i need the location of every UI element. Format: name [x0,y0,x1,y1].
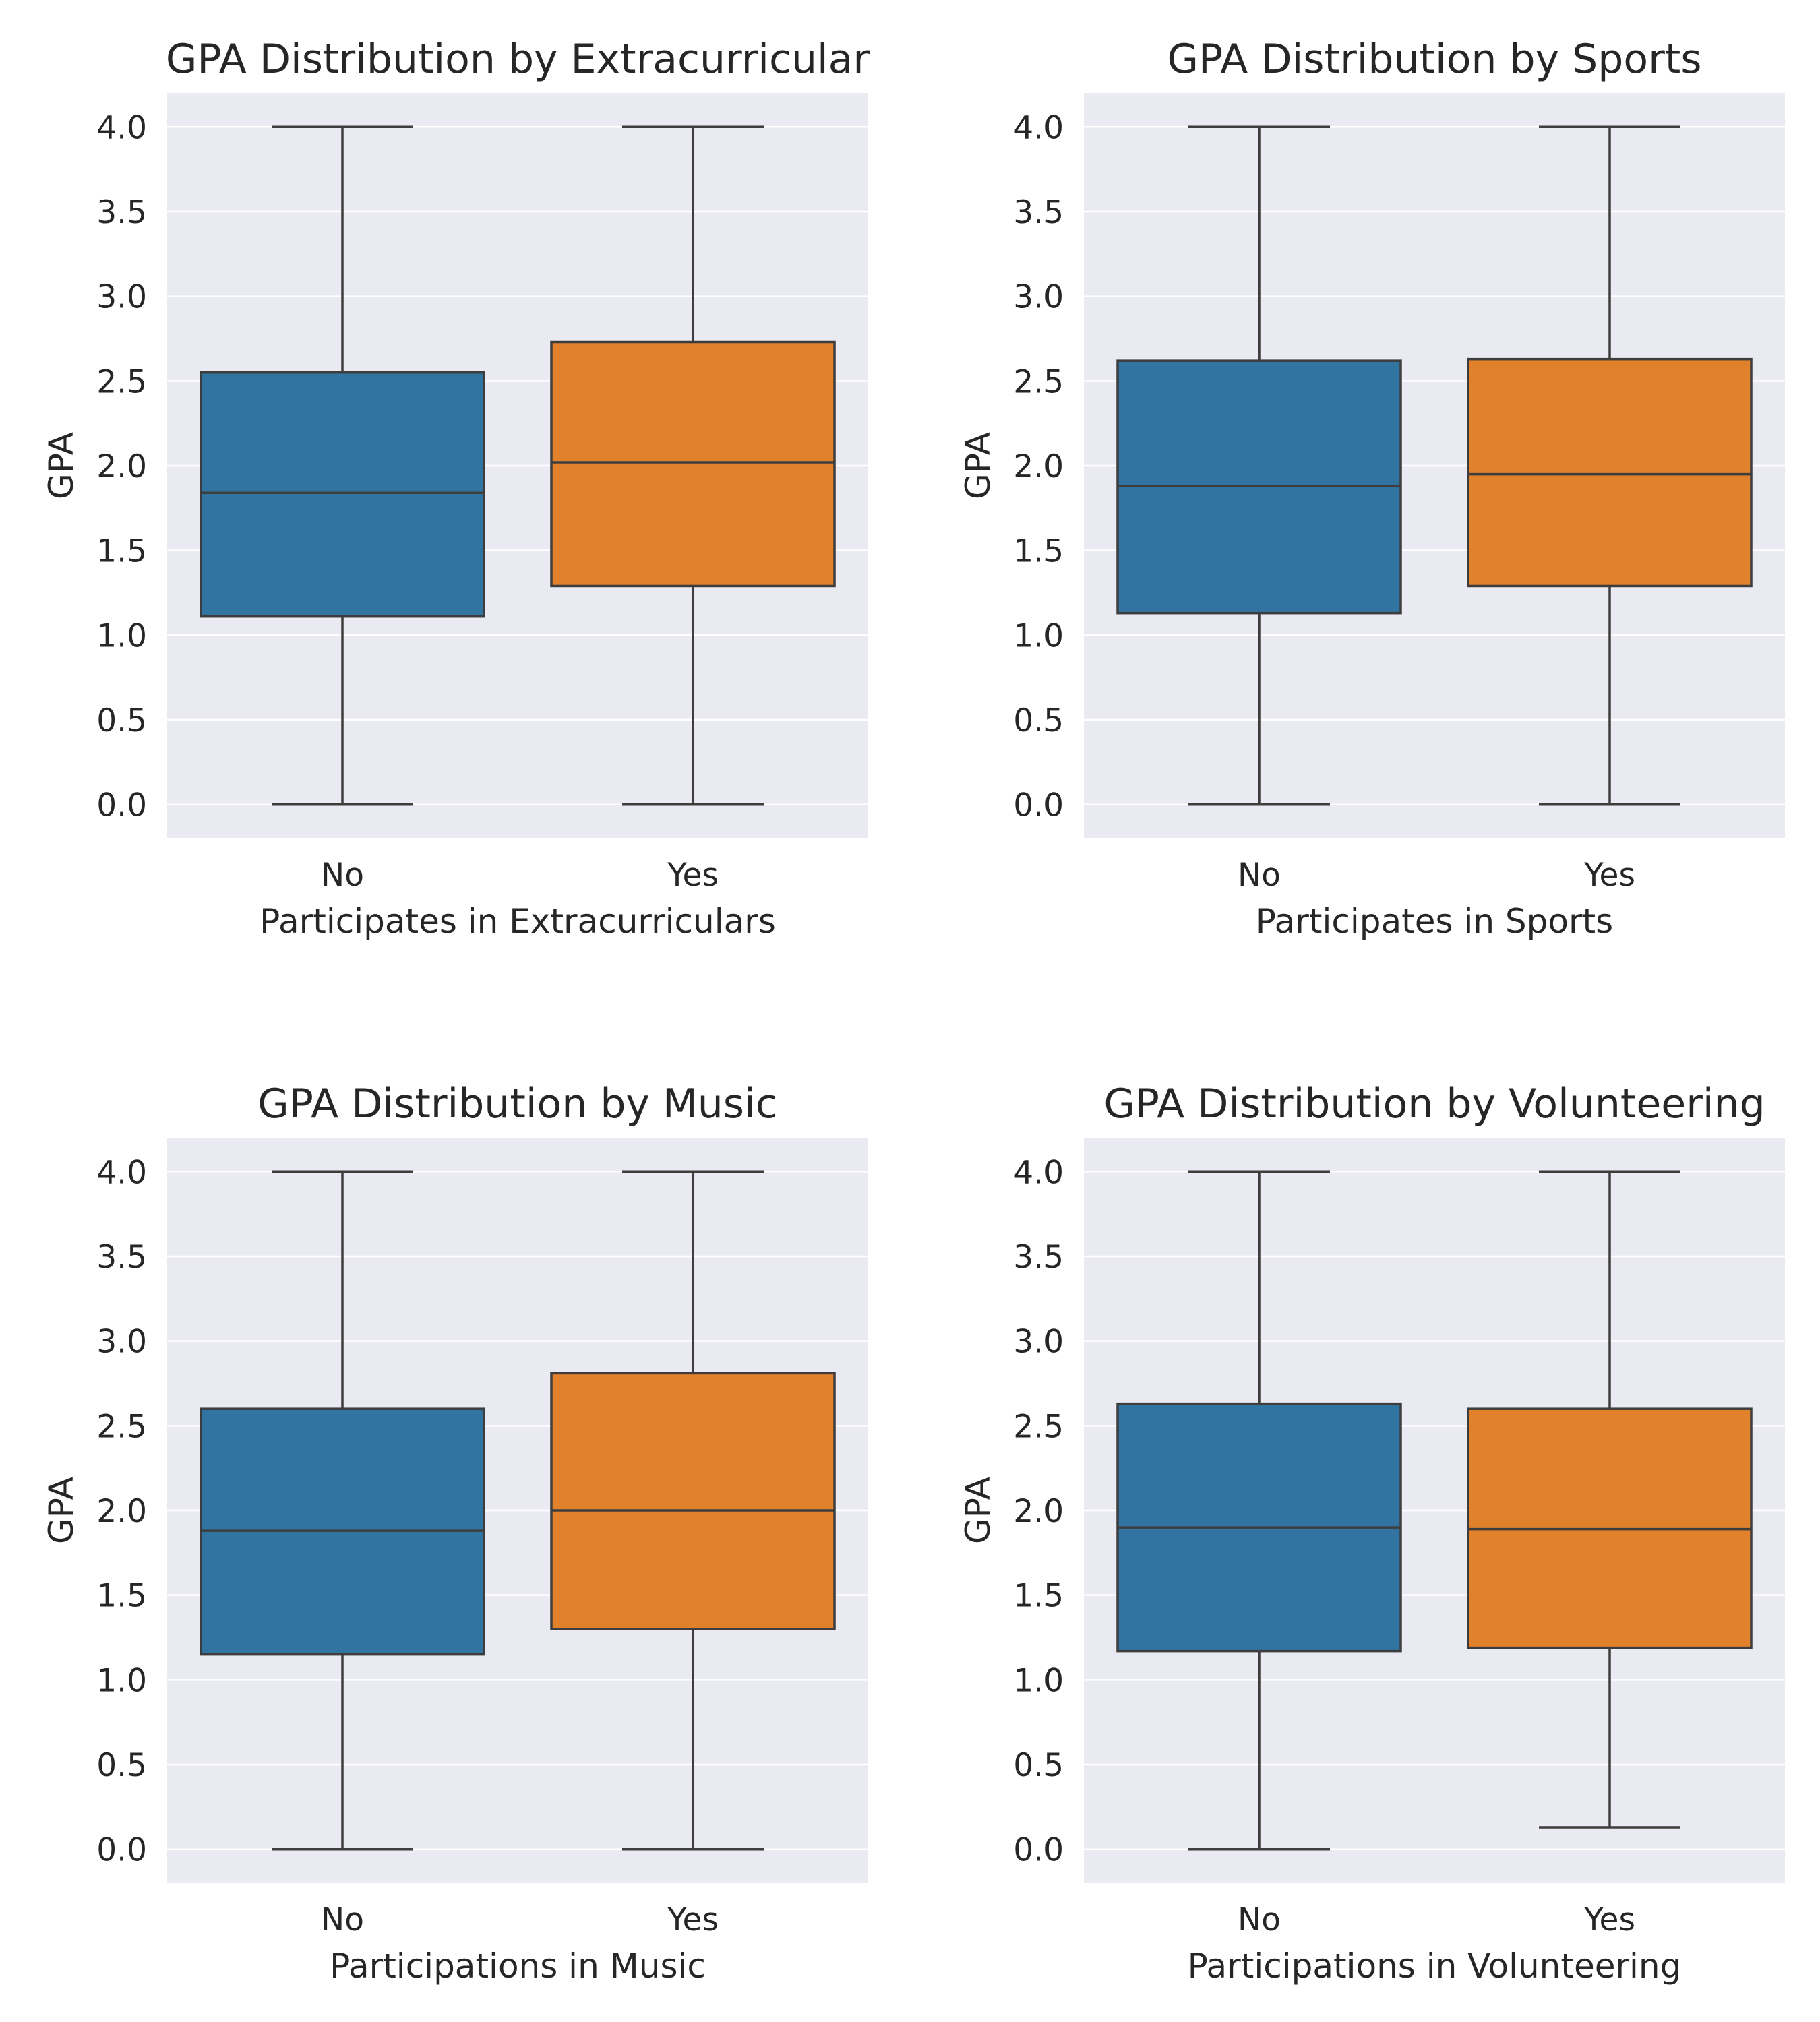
y-tick-label: 4.0 [96,109,147,146]
y-tick-label: 3.0 [1013,1324,1064,1361]
box-no [200,1170,485,1851]
y-tick-label: 1.5 [1013,533,1064,570]
x-tick-label: Yes [1583,1901,1635,1938]
iqr-box [1467,357,1753,588]
chart-title: GPA Distribution by Music [257,1080,777,1128]
y-tick-label: 0.5 [1013,1747,1064,1784]
y-tick-label: 3.0 [96,1324,147,1361]
y-tick-label: 4.0 [1013,109,1064,146]
y-tick-label: 3.5 [96,194,147,231]
y-tick-label: 1.0 [1013,1662,1064,1699]
iqr-box [200,371,485,618]
y-tick-label: 0.5 [96,702,147,739]
y-tick-label: 2.5 [96,363,147,400]
y-tick-label: 0.5 [1013,702,1064,739]
box-yes [550,1170,836,1851]
x-tick-label: No [1238,1901,1281,1938]
x-tick-label: Yes [667,1901,719,1938]
y-tick-label: 2.0 [96,448,147,485]
x-axis-label: Participates in Extracurriculars [260,902,776,941]
box-yes [1467,1170,1753,1829]
chart-title: GPA Distribution by Extracurricular [166,36,870,83]
y-axis-label: GPA [959,432,998,499]
y-tick-label: 3.5 [1013,1239,1064,1276]
chart-panel-1: 0.0 0.5 1.0 1.5 2.0 2.5 3.0 3.5 4.0 No Yes GPA Dist… [42,36,870,941]
y-tick-label: 1.0 [96,1662,147,1699]
x-tick-label: No [321,1901,364,1938]
chart-panel-4: 0.0 0.5 1.0 1.5 2.0 2.5 3.0 3.5 4.0 No Yes GPA Dist… [959,1080,1785,1986]
y-tick-label: 0.5 [96,1747,147,1784]
iqr-box [550,1372,836,1630]
y-tick-label: 1.5 [96,533,147,570]
y-axis-label: GPA [42,1477,81,1544]
box-no [200,125,485,806]
y-tick-label: 2.0 [1013,1493,1064,1530]
y-tick-label: 3.5 [1013,194,1064,231]
x-axis-label: Participates in Sports [1256,902,1613,941]
box-yes [1467,125,1753,806]
y-tick-label: 0.0 [1013,1832,1064,1869]
y-tick-label: 1.0 [96,617,147,654]
x-axis-label: Participations in Music [330,1947,706,1986]
chart-panel-2: 0.0 0.5 1.0 1.5 2.0 2.5 3.0 3.5 4.0 No Yes GPA Dist… [959,36,1785,941]
x-tick-label: No [321,857,364,894]
iqr-box [550,340,836,588]
box-no [1116,125,1402,806]
y-tick-label: 1.0 [1013,617,1064,654]
box-no [1116,1170,1402,1851]
y-tick-label: 2.0 [1013,448,1064,485]
x-tick-label: Yes [1583,857,1635,894]
y-tick-label: 3.5 [96,1239,147,1276]
chart-panel-3: 0.0 0.5 1.0 1.5 2.0 2.5 3.0 3.5 4.0 No Yes GPA Dist… [42,1080,868,1986]
x-tick-label: Yes [667,857,719,894]
y-tick-label: 1.5 [96,1578,147,1615]
box-yes [550,125,836,806]
y-tick-label: 1.5 [1013,1578,1064,1615]
y-tick-label: 3.0 [96,279,147,316]
y-tick-label: 0.0 [96,1832,147,1869]
chart-title: GPA Distribution by Sports [1167,36,1701,83]
x-axis-label: Participations in Volunteering [1188,1947,1682,1986]
y-tick-label: 2.5 [96,1408,147,1445]
x-tick-label: No [1238,857,1281,894]
y-tick-label: 0.0 [1013,787,1064,824]
chart-title: GPA Distribution by Volunteering [1103,1080,1765,1128]
y-tick-label: 2.0 [96,1493,147,1530]
y-axis-label: GPA [42,432,81,499]
y-tick-label: 2.5 [1013,1408,1064,1445]
y-axis-label: GPA [959,1477,998,1544]
y-tick-label: 2.5 [1013,363,1064,400]
y-tick-label: 0.0 [96,787,147,824]
y-tick-label: 4.0 [96,1154,147,1191]
y-tick-label: 4.0 [1013,1154,1064,1191]
y-tick-label: 3.0 [1013,279,1064,316]
